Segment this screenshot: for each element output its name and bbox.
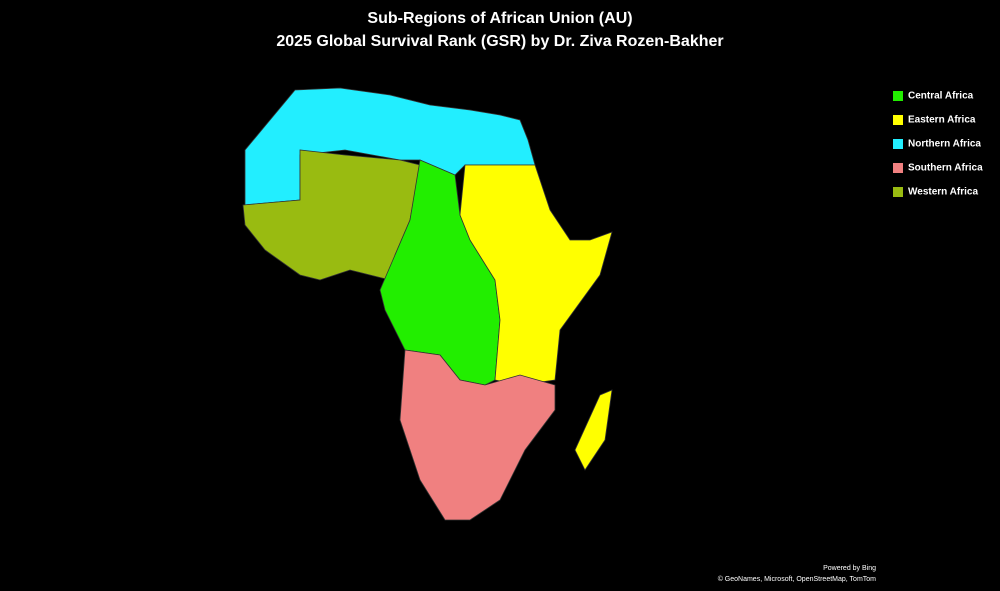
attribution: © GeoNames, Microsoft, OpenStreetMap, To… — [718, 575, 876, 583]
southern-africa — [399, 349, 556, 521]
title-line: Sub-Regions of African Union (AU) — [367, 10, 632, 27]
legend-label: Western Africa — [908, 187, 978, 198]
legend-label: Central Africa — [908, 91, 974, 102]
legend-swatch — [893, 187, 903, 197]
legend-swatch — [893, 115, 903, 125]
attribution: Powered by Bing — [823, 565, 876, 572]
legend-label: Southern Africa — [908, 163, 983, 174]
legend-label: Northern Africa — [908, 139, 981, 150]
title-line: 2025 Global Survival Rank (GSR) by Dr. Z… — [276, 33, 723, 50]
eastern-africa — [459, 164, 613, 471]
legend-swatch — [893, 91, 903, 101]
legend-swatch — [893, 139, 903, 149]
legend-swatch — [893, 163, 903, 173]
legend-label: Eastern Africa — [908, 115, 976, 126]
legend: Central Africa Eastern Africa Northern Afr… — [893, 91, 983, 198]
